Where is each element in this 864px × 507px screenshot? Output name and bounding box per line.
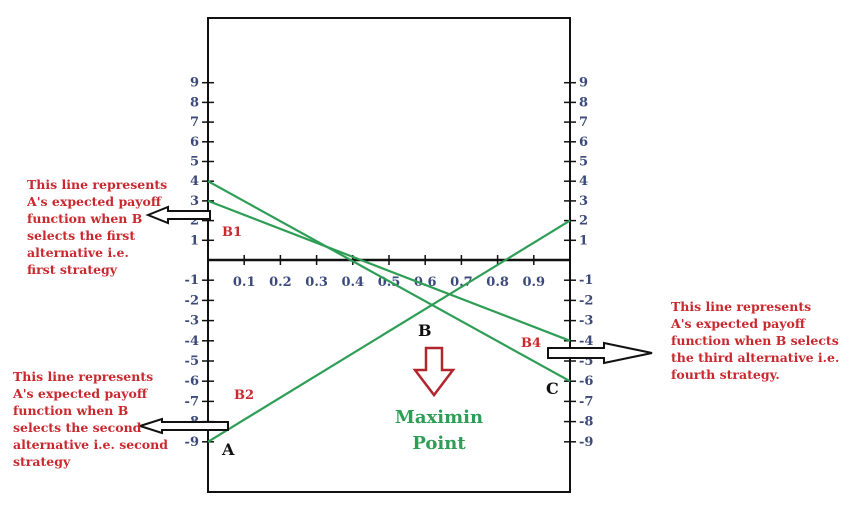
- y-tick-label: 7: [190, 115, 199, 130]
- y-tick-label: 6: [579, 135, 588, 150]
- annotation-line: This line represents: [13, 369, 154, 384]
- y-tick-label: -6: [579, 374, 593, 389]
- y-tick-label: -8: [579, 415, 593, 430]
- y-tick-label: -6: [185, 374, 199, 389]
- maximin-line-2: Point: [412, 433, 466, 454]
- point-label-a: A: [221, 440, 235, 459]
- annotation-line: This line represents: [671, 299, 812, 314]
- annotation-line: the third alternative i.e.: [671, 350, 840, 365]
- x-tick-label: 0.4: [341, 275, 364, 290]
- y-tick-label: 7: [579, 115, 588, 130]
- annotation-line: A's expected payoff: [13, 386, 148, 401]
- y-tick-label: -4: [185, 334, 199, 349]
- y-tick-label: 6: [190, 135, 199, 150]
- point-label-c: C: [546, 379, 559, 398]
- annotation-second-strategy: This line represents A's expected payoff…: [13, 368, 168, 470]
- x-tick-label: 0.2: [269, 275, 292, 290]
- annotation-first-strategy: This line represents A's expected payoff…: [27, 176, 167, 278]
- y-tick-label: 3: [190, 194, 199, 209]
- y-tick-label: -4: [579, 334, 593, 349]
- series-line-b1: [207, 199, 571, 342]
- y-tick-label: -2: [579, 293, 593, 308]
- annotation-line: selects the second: [13, 420, 142, 435]
- y-tick-label: 5: [579, 155, 588, 170]
- point-label-b: B: [418, 321, 432, 340]
- series-line-b2: [207, 219, 571, 443]
- y-tick-label: -5: [185, 354, 199, 369]
- y-tick-label: -7: [579, 394, 593, 409]
- y-tick-label: -3: [579, 314, 593, 329]
- x-tick-label: 0.1: [233, 275, 256, 290]
- y-tick-label: 1: [579, 233, 588, 248]
- annotation-line: function when B: [27, 211, 143, 226]
- maximin-line-1: Maximin: [394, 407, 484, 428]
- y-tick-label: -1: [579, 273, 593, 288]
- y-tick-label: 5: [190, 155, 199, 170]
- y-tick-label: 9: [190, 76, 199, 91]
- annotation-line: first strategy: [27, 262, 118, 277]
- y-tick-label: 4: [190, 174, 199, 189]
- series-label-b2: B2: [234, 388, 254, 403]
- y-tick-label: 8: [579, 95, 588, 110]
- left-arrow-bottom-icon: [136, 417, 229, 435]
- series-line-b4: [207, 180, 571, 383]
- y-tick-label: -2: [185, 293, 199, 308]
- x-tick-label: 0.3: [305, 275, 328, 290]
- x-ticks: 0.1 0.2 0.3 0.4 0.5 0.6 0.7 0.8 0.9: [233, 255, 545, 290]
- left-arrow-top-icon: [145, 205, 211, 225]
- annotation-line: This line represents: [27, 177, 168, 192]
- annotation-line: function when B: [13, 403, 129, 418]
- x-tick-label: 0.8: [486, 275, 509, 290]
- annotation-line: strategy: [13, 454, 71, 469]
- y-tick-label: 2: [190, 214, 199, 229]
- y-tick-label: -9: [579, 435, 593, 450]
- y-tick-label: 9: [579, 76, 588, 91]
- annotation-line: A's expected payoff: [27, 194, 162, 209]
- x-tick-label: 0.7: [450, 275, 473, 290]
- series-label-b1: B1: [222, 225, 242, 240]
- y-tick-label: -1: [185, 273, 199, 288]
- y-tick-label: -9: [185, 435, 199, 450]
- y-tick-label: 1: [190, 233, 199, 248]
- y-tick-label: -7: [185, 394, 199, 409]
- series-label-b4: B4: [521, 336, 541, 351]
- y-tick-label: -3: [185, 314, 199, 329]
- annotation-line: fourth strategy.: [671, 367, 780, 382]
- annotation-line: A's expected payoff: [671, 316, 806, 331]
- annotation-fourth-strategy: This line represents A's expected payoff…: [671, 298, 839, 383]
- annotation-line: function when B selects: [671, 333, 839, 348]
- y-tick-label: 3: [579, 194, 588, 209]
- payoff-lines: [207, 180, 571, 443]
- right-arrow-icon: [547, 341, 653, 365]
- annotation-line: alternative i.e.: [27, 245, 129, 260]
- y-tick-label: 2: [579, 214, 588, 229]
- maximin-point-label: Maximin Point: [386, 405, 492, 457]
- annotation-line: alternative i.e. second: [13, 437, 168, 452]
- down-arrow-icon: [412, 346, 456, 398]
- y-tick-label: 8: [190, 95, 199, 110]
- annotation-line: selects the first: [27, 228, 136, 243]
- y-tick-label: 4: [579, 174, 588, 189]
- x-tick-label: 0.9: [522, 275, 545, 290]
